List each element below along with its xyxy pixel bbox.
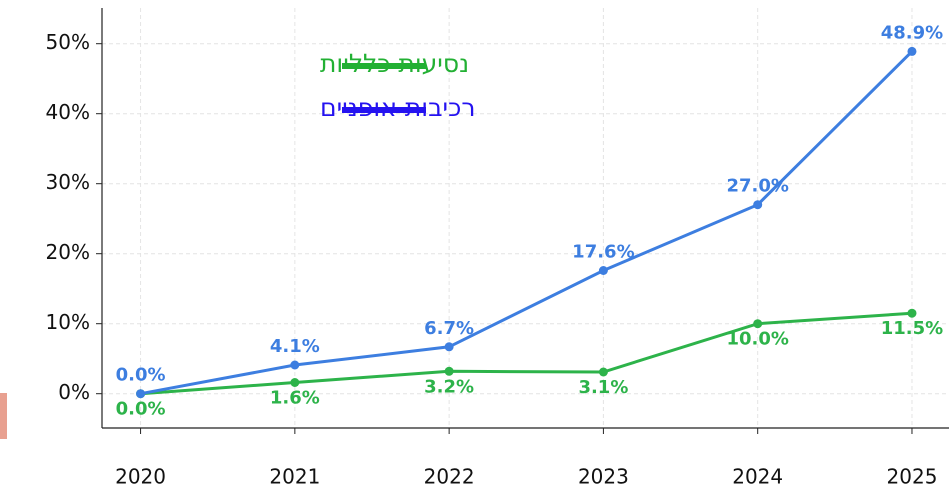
data-point (753, 200, 763, 210)
y-tick-label: 40% (46, 100, 90, 124)
legend-label: נסיעות כלליות (320, 49, 469, 78)
data-label: 6.7% (424, 318, 474, 339)
data-point (444, 366, 454, 376)
data-point (907, 308, 917, 318)
x-tick-label: 2025 (887, 465, 938, 489)
x-tick-label: 2023 (578, 465, 629, 489)
y-tick-label: 0% (58, 380, 90, 404)
data-point (598, 266, 608, 275)
legend-label: רכיבות אופניים (320, 93, 475, 122)
data-label: 4.1% (270, 336, 320, 357)
y-tick-label: 50% (46, 30, 90, 54)
data-label: 10.0% (726, 329, 788, 350)
data-label: 0.0% (116, 365, 166, 386)
data-point (290, 360, 300, 370)
series-line (140, 50, 914, 396)
x-tick-label: 2021 (269, 465, 320, 489)
x-tick-label: 2024 (732, 465, 783, 489)
series-line (140, 311, 913, 396)
data-label: 17.6% (572, 242, 634, 263)
data-label: 1.6% (270, 388, 320, 409)
edge-artifact (0, 393, 7, 439)
data-label: 0.0% (116, 399, 166, 420)
data-label: 3.2% (424, 376, 474, 397)
y-tick-label: 20% (46, 240, 90, 264)
data-label: 27.0% (726, 176, 788, 197)
data-label: 48.9% (881, 22, 943, 43)
data-label: 11.5% (881, 318, 943, 339)
x-tick-label: 2022 (424, 465, 475, 489)
y-tick-label: 10% (46, 310, 90, 334)
data-point (598, 367, 608, 377)
x-tick-label: 2020 (115, 465, 166, 489)
data-label: 3.1% (578, 377, 628, 398)
data-point (136, 389, 146, 399)
data-point (753, 319, 763, 329)
data-point (907, 46, 917, 56)
data-point (290, 378, 300, 387)
y-tick-label: 30% (46, 170, 90, 194)
data-point (444, 342, 454, 352)
